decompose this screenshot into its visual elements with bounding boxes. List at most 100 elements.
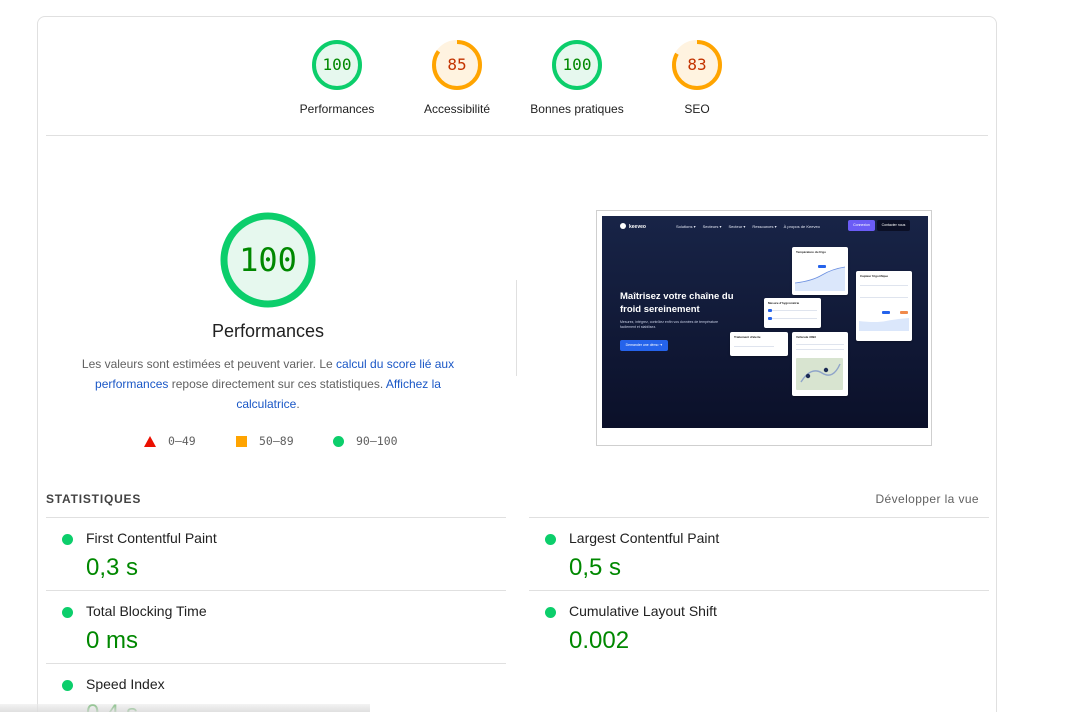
score-calculation-link[interactable]: calcul du score lié aux performances	[95, 357, 455, 391]
desc-text: Les valeurs sont estimées et peuvent var…	[81, 357, 337, 371]
gauge-accessibilite[interactable]: 85 Accessibilité	[397, 39, 517, 116]
triangle-icon	[144, 435, 156, 447]
circle-icon	[62, 680, 73, 691]
map-route	[800, 363, 841, 383]
site-card: Véhicule 3093	[792, 332, 848, 396]
main-title: Performances	[211, 321, 325, 341]
stats-header: STATISTIQUES	[46, 492, 142, 506]
site-card-line	[796, 349, 844, 350]
metric-label: Largest Contentful Paint	[569, 530, 720, 546]
legend-pass: 90–100	[333, 434, 398, 448]
legend-fail: 0–49	[144, 434, 196, 448]
lighthouse-report: 100 Performances 85 Accessibilité 100 Bo…	[37, 16, 997, 712]
site-card-chip	[900, 311, 908, 314]
gauge-score: 83	[687, 55, 706, 74]
circle-icon	[545, 534, 556, 545]
screenshot-image: keeveo Solutions ▾ Secteurs ▾ Secteur ▾ Res…	[602, 216, 928, 428]
metric-first-contentful-paint: First Contentful Paint 0,3 s	[46, 517, 506, 590]
site-logo: keeveo	[620, 223, 646, 230]
site-card: Mesure d'hygrométrie	[764, 298, 821, 328]
site-card: Capteur frigorifique	[856, 271, 912, 341]
site-card: Traitement d'alerte	[730, 332, 788, 356]
legend-range: 90–100	[356, 434, 398, 448]
site-card-line	[768, 318, 817, 319]
circle-icon	[62, 607, 73, 618]
site-card-line	[796, 344, 844, 345]
main-gauge: 100	[218, 210, 318, 315]
site-menu-item: Secteurs ▾	[702, 224, 722, 229]
gauge-score: 100	[563, 55, 592, 74]
gauge-score: 85	[447, 55, 466, 74]
site-card-chip	[818, 265, 826, 268]
gauge-score: 100	[323, 55, 352, 74]
expand-view-toggle[interactable]: Développer la vue	[875, 492, 979, 506]
horizontal-scrollbar[interactable]	[0, 704, 370, 712]
gauge-label: Bonnes pratiques	[530, 102, 624, 116]
site-headline: Maîtrisez votre chaîne du froid sereinem…	[620, 291, 734, 315]
site-card-chip	[768, 317, 772, 320]
site-card-line	[860, 297, 908, 298]
site-card-chip	[768, 309, 772, 312]
logo-text: keeveo	[629, 224, 646, 230]
gauge-ring: 83	[672, 40, 722, 90]
gauge-performances[interactable]: 100 Performances	[277, 39, 397, 116]
gauge-label: Accessibilité	[423, 102, 491, 116]
metric-label: Cumulative Layout Shift	[569, 603, 717, 619]
site-menu-item: Secteur ▾	[728, 224, 746, 229]
final-screenshot[interactable]: keeveo Solutions ▾ Secteurs ▾ Secteur ▾ Res…	[596, 210, 932, 446]
site-card-map	[796, 358, 843, 390]
metric-label: Speed Index	[86, 676, 165, 692]
site-contact-button: Contacter nous	[877, 220, 910, 231]
main-description: Les valeurs sont estimées et peuvent var…	[78, 354, 458, 414]
site-card-chip	[882, 311, 890, 314]
desc-text: .	[296, 397, 300, 411]
legend-range: 0–49	[168, 434, 196, 448]
site-card-line	[768, 310, 817, 311]
vertical-divider	[516, 280, 517, 376]
logo-icon	[620, 223, 626, 229]
site-subtext: Mesurez, intégrez, contrôlez enfin vos d…	[620, 320, 719, 329]
site-card-title: Véhicule 3093	[796, 335, 816, 339]
metric-label: First Contentful Paint	[86, 530, 217, 546]
calculator-link[interactable]: Affichez la calculatrice	[236, 377, 441, 411]
site-nav: keeveo Solutions ▾ Secteurs ▾ Secteur ▾ Res…	[602, 216, 928, 236]
site-card-line	[734, 346, 774, 347]
metric-cumulative-layout-shift: Cumulative Layout Shift 0.002	[529, 590, 989, 663]
gauge-ring: 85	[432, 40, 482, 90]
metric-total-blocking-time: Total Blocking Time 0 ms	[46, 590, 506, 663]
legend-average: 50–89	[236, 434, 294, 448]
main-gauge-ring: 100	[220, 212, 316, 308]
site-menu-item: À propos de Keeveo	[783, 224, 820, 229]
metric-value: 0 ms	[86, 627, 139, 654]
legend-range: 50–89	[259, 434, 294, 448]
gauge-label: Performances	[299, 102, 375, 116]
gauge-seo[interactable]: 83 SEO	[637, 39, 757, 116]
divider	[46, 135, 988, 136]
main-gauge-score: 100	[239, 241, 297, 279]
circle-icon	[545, 607, 556, 618]
site-cta-button: Demander une démo ➜	[620, 340, 668, 351]
site-card-title: Traitement d'alerte	[734, 335, 761, 339]
site-login-button: Connexion	[848, 220, 875, 231]
metric-largest-contentful-paint: Largest Contentful Paint 0,5 s	[529, 517, 989, 590]
metric-value: 0.002	[569, 627, 630, 654]
site-menu: Solutions ▾ Secteurs ▾ Secteur ▾ Ressources…	[676, 224, 827, 229]
square-icon	[236, 435, 247, 447]
metric-value: 0,5 s	[569, 554, 622, 581]
site-card-title: Température du frigo	[796, 250, 826, 254]
site-card-line	[860, 285, 908, 286]
metric-value: 0,3 s	[86, 554, 139, 581]
gauge-bonnes-pratiques[interactable]: 100 Bonnes pratiques	[517, 39, 637, 116]
circle-icon	[62, 534, 73, 545]
gauge-ring: 100	[552, 40, 602, 90]
circle-icon	[333, 435, 344, 447]
gauge-ring: 100	[312, 40, 362, 90]
metric-label: Total Blocking Time	[86, 603, 207, 619]
site-card: Température du frigo	[792, 247, 848, 295]
site-menu-item: Solutions ▾	[676, 224, 696, 229]
site-menu-item: Ressources ▾	[752, 224, 777, 229]
category-gauges: 100 Performances 85 Accessibilité 100 Bo…	[38, 17, 996, 136]
desc-text: repose directement sur ces statistiques.	[168, 377, 386, 391]
site-card-title: Capteur frigorifique	[860, 274, 889, 278]
site-card-chart	[794, 266, 846, 291]
